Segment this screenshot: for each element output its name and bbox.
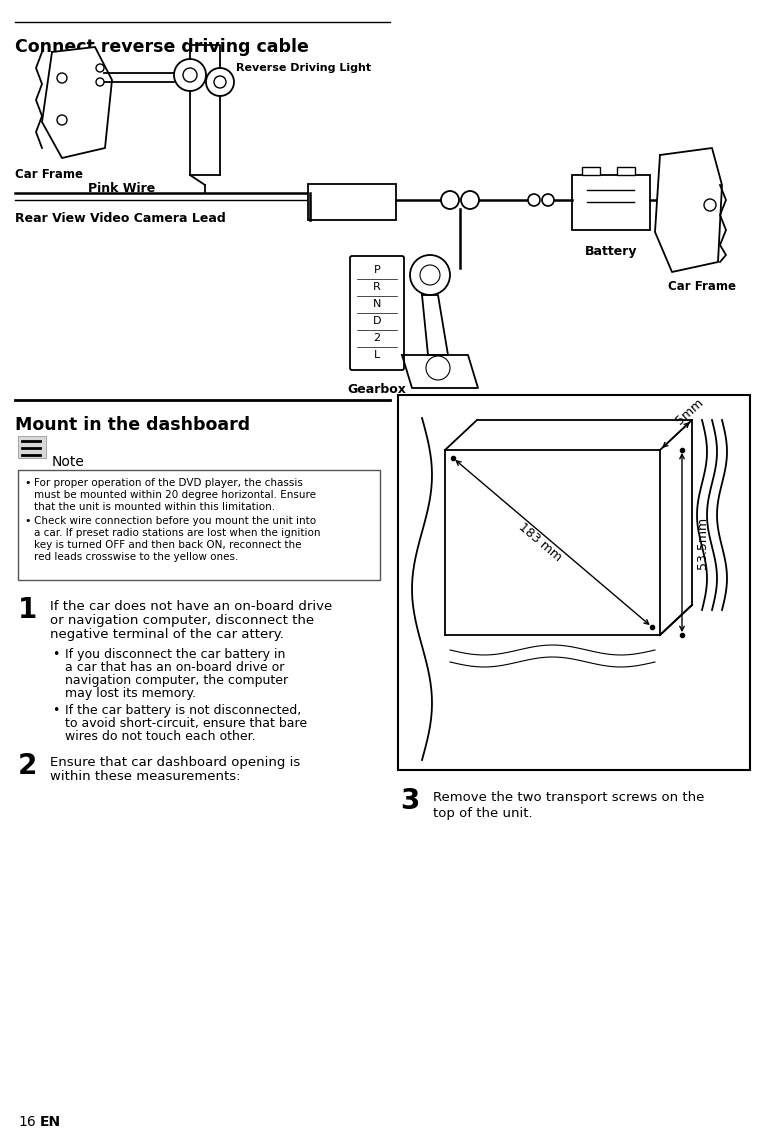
- Text: Battery: Battery: [584, 245, 637, 258]
- Text: R: R: [373, 282, 381, 292]
- Text: a car that has an on-board drive or: a car that has an on-board drive or: [65, 661, 285, 674]
- Text: 183 mm: 183 mm: [516, 520, 565, 564]
- Text: Rear View Video Camera Lead: Rear View Video Camera Lead: [15, 211, 226, 225]
- Text: that the unit is mounted within this limitation.: that the unit is mounted within this lim…: [34, 502, 275, 512]
- Text: •: •: [24, 478, 31, 487]
- Polygon shape: [655, 148, 722, 271]
- Bar: [572, 175, 650, 230]
- Text: Ensure that car dashboard opening is: Ensure that car dashboard opening is: [50, 756, 300, 769]
- Text: Check wire connection before you mount the unit into: Check wire connection before you mount t…: [34, 516, 316, 526]
- Circle shape: [704, 199, 716, 211]
- Text: D: D: [373, 316, 381, 326]
- Text: 5mm: 5mm: [674, 396, 706, 428]
- Bar: [398, 395, 750, 770]
- Bar: [18, 470, 380, 580]
- Text: Mount in the dashboard: Mount in the dashboard: [15, 416, 250, 434]
- Text: Car Frame: Car Frame: [15, 169, 83, 181]
- Bar: [308, 184, 396, 221]
- Circle shape: [96, 64, 104, 72]
- Text: wires do not touch each other.: wires do not touch each other.: [65, 729, 256, 743]
- Circle shape: [96, 78, 104, 86]
- Text: EN: EN: [40, 1115, 61, 1129]
- Text: must be mounted within 20 degree horizontal. Ensure: must be mounted within 20 degree horizon…: [34, 490, 316, 500]
- Text: 16: 16: [18, 1115, 36, 1129]
- Circle shape: [57, 74, 67, 83]
- Text: If the car does not have an on-board drive: If the car does not have an on-board dri…: [50, 601, 332, 613]
- Circle shape: [420, 265, 440, 285]
- Text: Remove the two transport screws on the: Remove the two transport screws on the: [433, 791, 705, 804]
- Text: red leads crosswise to the yellow ones.: red leads crosswise to the yellow ones.: [34, 552, 239, 562]
- Text: Gearbox: Gearbox: [347, 383, 406, 396]
- Text: Reverse Driving Light: Reverse Driving Light: [236, 63, 371, 74]
- Text: within these measurements:: within these measurements:: [50, 770, 240, 783]
- Text: 3: 3: [400, 787, 419, 815]
- Bar: [582, 167, 600, 175]
- FancyBboxPatch shape: [350, 256, 404, 370]
- Text: top of the unit.: top of the unit.: [433, 808, 532, 820]
- Text: If you disconnect the car battery in: If you disconnect the car battery in: [65, 648, 285, 661]
- Circle shape: [461, 191, 479, 209]
- Text: Note: Note: [52, 455, 85, 469]
- Polygon shape: [42, 48, 112, 158]
- Circle shape: [183, 68, 197, 83]
- Circle shape: [441, 191, 459, 209]
- Polygon shape: [422, 295, 448, 355]
- Circle shape: [528, 195, 540, 206]
- Text: Pink Wire: Pink Wire: [88, 182, 155, 195]
- Text: key is turned OFF and then back ON, reconnect the: key is turned OFF and then back ON, reco…: [34, 539, 301, 550]
- Text: N: N: [373, 299, 381, 309]
- Bar: [617, 167, 635, 175]
- Text: Connect reverse driving cable: Connect reverse driving cable: [15, 38, 309, 57]
- Circle shape: [214, 76, 226, 88]
- Polygon shape: [402, 355, 478, 388]
- Circle shape: [57, 115, 67, 126]
- Bar: [18, 435, 46, 458]
- Text: If the car battery is not disconnected,: If the car battery is not disconnected,: [65, 703, 301, 717]
- Circle shape: [206, 68, 234, 96]
- Text: to avoid short-circuit, ensure that bare: to avoid short-circuit, ensure that bare: [65, 717, 307, 729]
- Text: 2: 2: [18, 752, 37, 780]
- Text: 1: 1: [18, 596, 37, 624]
- Text: 53.5mm: 53.5mm: [696, 517, 709, 569]
- Text: negative terminal of the car attery.: negative terminal of the car attery.: [50, 628, 284, 641]
- Text: P: P: [373, 265, 380, 275]
- Circle shape: [542, 195, 554, 206]
- Text: For proper operation of the DVD player, the chassis: For proper operation of the DVD player, …: [34, 478, 303, 487]
- Text: •: •: [52, 703, 60, 717]
- Text: •: •: [52, 648, 60, 661]
- Text: a car. If preset radio stations are lost when the ignition: a car. If preset radio stations are lost…: [34, 528, 321, 538]
- Circle shape: [410, 254, 450, 295]
- Circle shape: [426, 356, 450, 380]
- Text: may lost its memory.: may lost its memory.: [65, 687, 196, 700]
- Text: •: •: [24, 516, 31, 526]
- Text: Car Frame: Car Frame: [668, 280, 736, 293]
- Circle shape: [174, 59, 206, 90]
- Text: or navigation computer, disconnect the: or navigation computer, disconnect the: [50, 614, 314, 627]
- Text: 2: 2: [373, 333, 380, 343]
- Text: navigation computer, the computer: navigation computer, the computer: [65, 674, 288, 687]
- Text: L: L: [374, 349, 380, 360]
